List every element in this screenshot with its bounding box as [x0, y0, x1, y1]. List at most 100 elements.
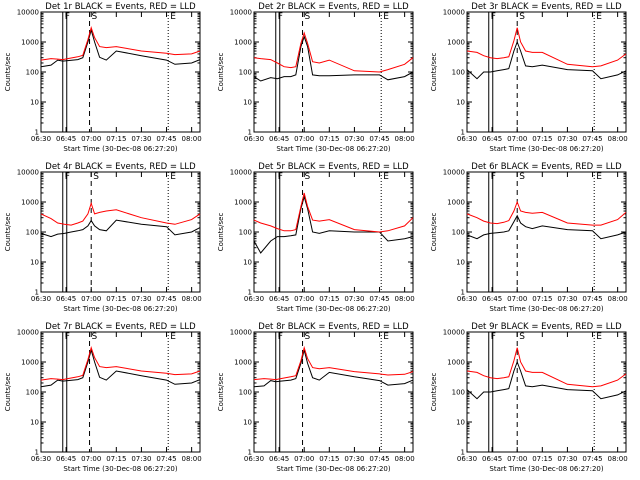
- x-tick-label: 07:30: [131, 295, 151, 303]
- y-tick-label: 1000: [234, 39, 252, 47]
- x-tick-label: 06:45: [482, 135, 502, 143]
- series-line-lld: [40, 26, 201, 61]
- x-tick-label: 07:45: [582, 135, 602, 143]
- chart-panel-7: Det 7r BLACK = Events, RED = LLD 1 10 100 10…: [4, 322, 202, 473]
- x-tick-label: 07:15: [532, 135, 552, 143]
- marker-label-S: S: [305, 172, 311, 182]
- x-tick-label: 08:00: [395, 135, 415, 143]
- x-axis-label: Start Time (30-Dec-08 06:27:20): [63, 145, 177, 153]
- x-tick-label: 06:45: [482, 295, 502, 303]
- y-tick-label: 10000: [17, 329, 39, 337]
- marker-label-E: E: [170, 172, 176, 182]
- chart-title: Det 7r BLACK = Events, RED = LLD: [45, 322, 196, 332]
- marker-label-E: E: [383, 12, 389, 22]
- marker-label-F: F: [278, 12, 283, 22]
- plot-frame: [40, 171, 201, 293]
- x-tick-label: 07:30: [131, 455, 151, 463]
- y-axis-label: Counts/sec: [217, 213, 225, 252]
- y-tick-label: 1000: [21, 39, 39, 47]
- y-tick-label: 1000: [447, 199, 465, 207]
- x-tick-label: 06:30: [31, 295, 51, 303]
- x-tick-label: 07:45: [369, 135, 389, 143]
- series-line-events: [40, 28, 201, 68]
- y-tick-label: 10000: [17, 9, 39, 17]
- plot-frame: [40, 331, 201, 453]
- y-tick-label: 1: [35, 289, 39, 297]
- x-axis-label: Start Time (30-Dec-08 06:27:20): [489, 145, 603, 153]
- marker-label-S: S: [93, 172, 99, 182]
- y-tick-label: 10000: [443, 169, 465, 177]
- y-axis-label: Counts/sec: [217, 373, 225, 412]
- marker-label-E: E: [170, 332, 176, 342]
- x-tick-label: 07:00: [81, 135, 101, 143]
- plot-frame: [466, 171, 627, 293]
- x-tick-label: 08:00: [182, 135, 202, 143]
- marker-label-E: E: [596, 12, 602, 22]
- x-tick-label: 06:30: [31, 135, 51, 143]
- y-tick-label: 1000: [447, 359, 465, 367]
- x-tick-label: 07:15: [106, 135, 126, 143]
- series-line-events: [253, 35, 414, 82]
- y-axis-label: Counts/sec: [430, 53, 438, 92]
- x-tick-label: 07:45: [156, 295, 176, 303]
- marker-label-E: E: [596, 332, 602, 342]
- marker-label-E: E: [383, 332, 389, 342]
- x-tick-label: 07:45: [369, 295, 389, 303]
- y-tick-label: 100: [26, 69, 39, 77]
- y-axis-label: Counts/sec: [430, 373, 438, 412]
- y-tick-label: 1: [35, 449, 39, 457]
- y-tick-label: 100: [452, 229, 465, 237]
- x-tick-label: 07:00: [507, 455, 527, 463]
- series-line-events: [253, 194, 414, 254]
- x-tick-label: 08:00: [608, 455, 628, 463]
- x-tick-label: 06:45: [482, 455, 502, 463]
- marker-label-S: S: [519, 172, 525, 182]
- x-axis-label: Start Time (30-Dec-08 06:27:20): [276, 465, 390, 473]
- x-tick-label: 07:00: [507, 135, 527, 143]
- y-tick-label: 100: [239, 229, 252, 237]
- x-tick-label: 06:30: [457, 455, 477, 463]
- marker-label-F: F: [491, 172, 496, 182]
- y-tick-label: 10: [456, 99, 465, 107]
- x-tick-label: 07:30: [344, 135, 364, 143]
- x-tick-label: 07:15: [106, 295, 126, 303]
- y-tick-label: 1000: [447, 39, 465, 47]
- x-tick-label: 06:30: [244, 455, 264, 463]
- chart-title: Det 9r BLACK = Events, RED = LLD: [471, 322, 622, 332]
- series-line-lld: [253, 192, 414, 233]
- series-line-events: [466, 360, 627, 400]
- marker-label-F: F: [491, 12, 496, 22]
- x-tick-label: 06:45: [56, 295, 76, 303]
- marker-label-E: E: [596, 172, 602, 182]
- x-tick-label: 06:45: [56, 455, 76, 463]
- y-tick-label: 10000: [443, 329, 465, 337]
- chart-title: Det 5r BLACK = Events, RED = LLD: [258, 162, 409, 172]
- y-tick-label: 10: [243, 99, 252, 107]
- series-line-lld: [466, 347, 627, 388]
- marker-label-F: F: [278, 332, 283, 342]
- x-tick-label: 08:00: [182, 455, 202, 463]
- chart-title: Det 6r BLACK = Events, RED = LLD: [471, 162, 622, 172]
- marker-label-S: S: [519, 332, 525, 342]
- plot-frame: [40, 11, 201, 133]
- x-tick-label: 07:00: [294, 135, 314, 143]
- x-tick-label: 08:00: [608, 135, 628, 143]
- y-tick-label: 10: [30, 259, 39, 267]
- chart-panel-8: Det 8r BLACK = Events, RED = LLD 1 10 100 10…: [217, 322, 415, 473]
- series-line-events: [40, 219, 201, 238]
- marker-label-S: S: [305, 332, 311, 342]
- x-tick-label: 07:30: [557, 135, 577, 143]
- x-tick-label: 07:00: [294, 295, 314, 303]
- x-tick-label: 07:15: [319, 455, 339, 463]
- x-tick-label: 07:00: [507, 295, 527, 303]
- chart-panel-2: Det 2r BLACK = Events, RED = LLD 1 10 100 10…: [217, 2, 415, 153]
- x-axis-label: Start Time (30-Dec-08 06:27:20): [276, 145, 390, 153]
- marker-label-S: S: [519, 12, 525, 22]
- x-axis-label: Start Time (30-Dec-08 06:27:20): [276, 305, 390, 313]
- x-tick-label: 07:15: [532, 295, 552, 303]
- x-tick-label: 06:30: [31, 455, 51, 463]
- x-tick-label: 07:30: [557, 295, 577, 303]
- y-tick-label: 1: [35, 129, 39, 137]
- y-tick-label: 100: [239, 389, 252, 397]
- x-tick-label: 07:15: [319, 295, 339, 303]
